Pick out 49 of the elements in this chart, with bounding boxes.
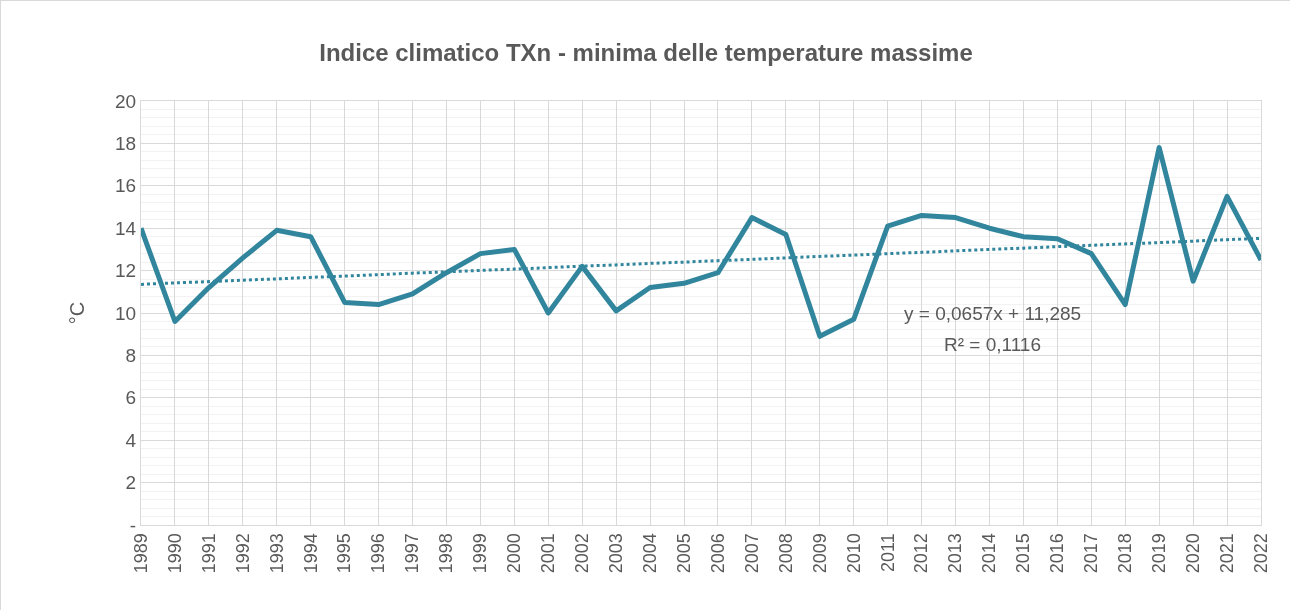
- annotation: R² = 0,1116: [944, 334, 1041, 355]
- y-tick-label: -: [129, 514, 137, 536]
- x-tick-label: 2002: [572, 533, 593, 574]
- x-tick-label: 1995: [334, 533, 355, 574]
- x-tick-label: 2012: [911, 533, 932, 574]
- x-tick-label: 2017: [1081, 533, 1102, 574]
- x-tick-label: 2016: [1047, 533, 1068, 574]
- x-tick-label: 2005: [673, 533, 694, 574]
- x-tick-label: 2018: [1115, 533, 1136, 574]
- x-tick-label: 1989: [130, 533, 151, 574]
- x-tick-label: 2020: [1182, 533, 1203, 574]
- y-tick-label: 12: [115, 260, 137, 282]
- y-tick-label: 2: [125, 472, 137, 494]
- x-tick-label: 2015: [1013, 533, 1034, 574]
- y-tick-label: 14: [115, 217, 137, 239]
- x-tick-label: 2013: [945, 533, 966, 574]
- x-tick-label: 2006: [707, 533, 728, 574]
- y-tick-label: 10: [115, 302, 137, 324]
- x-tick-label: 1991: [198, 533, 219, 574]
- x-tick-label: 1996: [368, 533, 389, 574]
- x-tick-label: 1997: [402, 533, 423, 574]
- x-tick-label: 2000: [504, 533, 525, 574]
- y-tick-label: 4: [125, 429, 137, 451]
- x-tick-label: 1999: [470, 533, 491, 574]
- x-tick-label: 2019: [1149, 533, 1170, 574]
- y-tick-label: 6: [125, 387, 137, 409]
- x-tick-label: 2009: [809, 533, 830, 574]
- x-tick-label: 2014: [979, 533, 1000, 574]
- x-tick-label: 2007: [741, 533, 762, 574]
- y-axis-title: °C: [65, 301, 88, 325]
- y-tick-label: 16: [115, 175, 137, 197]
- x-tick-label: 2003: [606, 533, 626, 574]
- x-tick-label: 1992: [232, 533, 253, 574]
- annotation: y = 0,0657x + 11,285: [904, 303, 1082, 324]
- x-tick-label: 1990: [164, 533, 185, 574]
- x-tick-label: 2011: [877, 533, 898, 572]
- y-tick-label: 8: [125, 345, 137, 367]
- x-tick-label: 2001: [538, 533, 559, 574]
- x-tick-label: 1998: [436, 533, 457, 574]
- x-tick-label: 1993: [266, 533, 287, 574]
- x-tick-label: 2008: [775, 533, 796, 574]
- chart-title: Indice climatico TXn - minima delle temperature massime: [319, 38, 973, 66]
- x-tick-label: 2010: [843, 533, 864, 574]
- y-tick-label: 18: [115, 133, 137, 155]
- x-tick-label: 2022: [1250, 533, 1271, 574]
- x-tick-label: 2004: [639, 533, 660, 574]
- x-tick-label: 2021: [1216, 533, 1237, 574]
- x-tick-label: 1994: [300, 533, 321, 574]
- y-tick-label: 20: [115, 90, 137, 112]
